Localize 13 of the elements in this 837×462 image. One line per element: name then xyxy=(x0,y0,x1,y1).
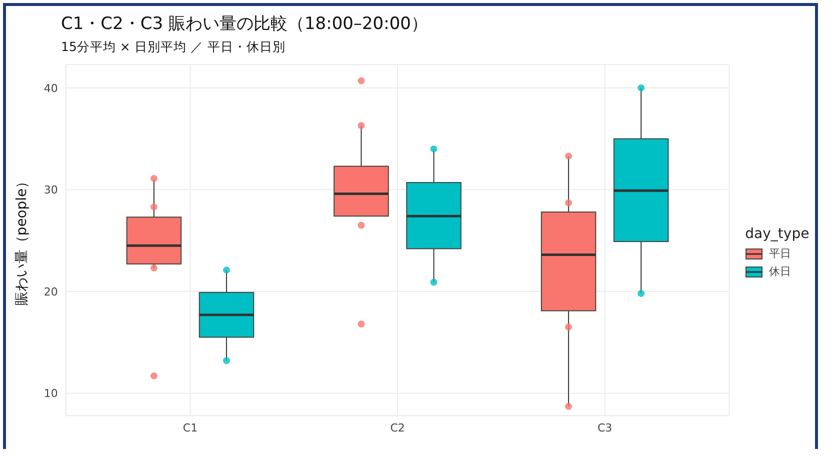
legend-title: day_type xyxy=(745,226,810,242)
y-tick-label: 40 xyxy=(44,82,58,95)
legend-label: 平日 xyxy=(769,246,792,261)
x-tick-label: C3 xyxy=(598,421,612,434)
y-tick-label: 10 xyxy=(44,387,58,400)
y-tick-label: 30 xyxy=(44,184,58,197)
x-tick-label: C1 xyxy=(182,421,198,434)
x-tick-label: C2 xyxy=(390,421,405,434)
y-axis-title: 賑わい量（people） xyxy=(14,174,30,306)
legend-label: 休日 xyxy=(769,264,792,279)
chart-subtitle: 15分平均 × 日別平均 ／ 平日・休日別 xyxy=(60,38,286,56)
y-tick-label: 20 xyxy=(44,285,58,298)
chart-title: C1・C2・C3 賑わい量の比較（18:00–20:00） xyxy=(60,13,429,35)
